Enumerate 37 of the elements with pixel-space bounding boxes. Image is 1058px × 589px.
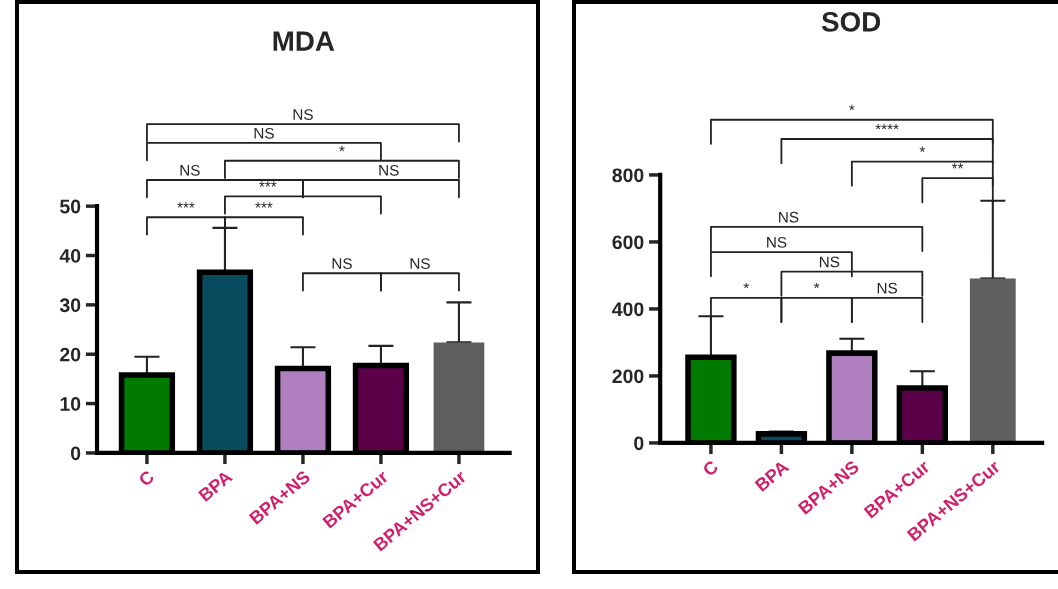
- y-tick-label: 40: [59, 248, 81, 263]
- y-tick-label: 200: [612, 369, 644, 384]
- text: *: [919, 146, 926, 152]
- y-tick-label: 0: [71, 446, 81, 461]
- annotation: NS: [779, 211, 799, 223]
- y-tick-label: 0: [634, 436, 644, 451]
- chart-title: MDA: [273, 31, 335, 51]
- x-tick-label: C: [701, 459, 720, 477]
- annotation: ***: [177, 202, 195, 208]
- text: ***: [259, 181, 277, 187]
- text: NS: [293, 109, 313, 120]
- annotation: NS: [410, 258, 430, 270]
- annotation: NS: [819, 256, 840, 268]
- annotation: NS: [877, 282, 898, 294]
- text: *: [339, 145, 345, 152]
- text: NS: [180, 164, 200, 176]
- y-tick-label: 50: [60, 199, 81, 214]
- y-tick-label: 10: [60, 397, 81, 411]
- y-tick-label: 600: [612, 235, 644, 250]
- annotation: NS: [332, 258, 352, 270]
- y-tick-label: 30: [59, 298, 81, 313]
- text: **: [951, 163, 964, 169]
- annotation: *: [743, 282, 749, 289]
- annotation: *: [813, 282, 820, 289]
- y-tick-label: 20: [60, 347, 81, 362]
- y-tick-label: 400: [612, 302, 644, 317]
- text: NS: [254, 127, 274, 139]
- y-tick-label: 800: [612, 168, 644, 183]
- annotation: ***: [255, 202, 273, 208]
- chart-title: SOD: [821, 12, 881, 32]
- x-tick-label: BPA: [198, 469, 233, 502]
- text: *: [849, 104, 855, 111]
- annotation: NS: [767, 236, 787, 248]
- text: NS: [379, 164, 399, 176]
- text: ****: [875, 124, 899, 130]
- x-tick-label: BPA: [754, 459, 790, 492]
- x-tick-label: C: [137, 469, 156, 487]
